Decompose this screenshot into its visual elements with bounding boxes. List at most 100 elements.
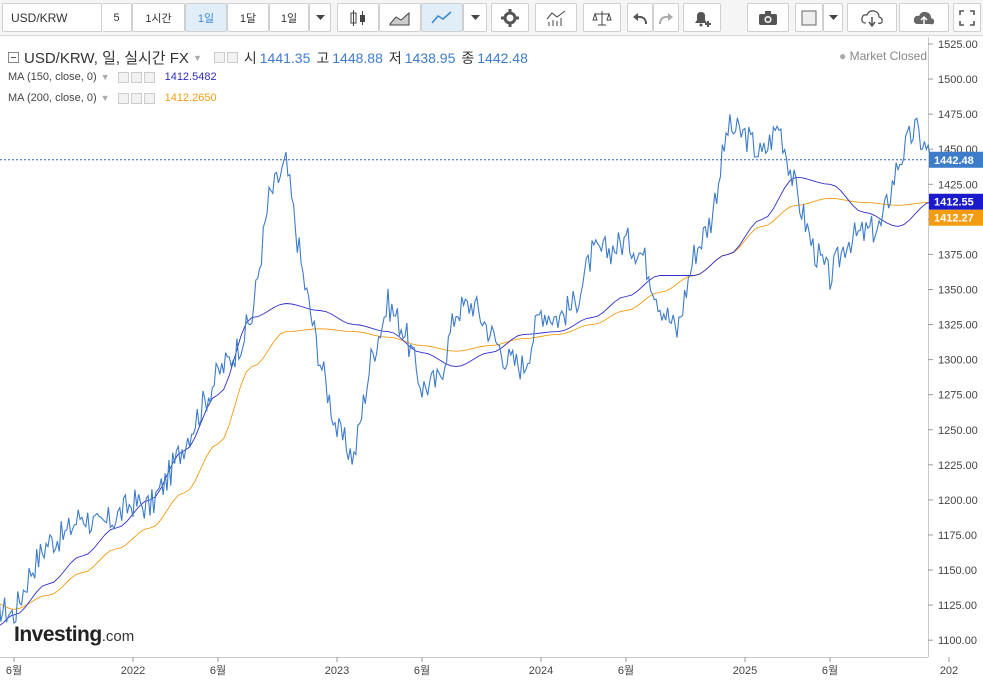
- investing-logo: Investing.com: [14, 623, 134, 647]
- candles-button[interactable]: [337, 3, 379, 32]
- ma150-price-tag: 1412.55: [934, 197, 974, 209]
- interval-dropdown-button[interactable]: [309, 3, 331, 32]
- eye-icon[interactable]: [213, 52, 225, 63]
- alert-button[interactable]: [683, 3, 721, 32]
- eye-icon[interactable]: [117, 92, 129, 104]
- close-icon[interactable]: [143, 71, 155, 83]
- price-chart[interactable]: 1100.00 1125.00 1150.00 1175.00 1200.00 1225.…: [0, 37, 983, 679]
- y-tick-label: 1175.00: [938, 530, 977, 542]
- template-button[interactable]: [795, 3, 823, 32]
- area-chart-icon: [389, 11, 410, 25]
- legend-ma150: MA (150, close, 0) ▼ 1412.5482: [8, 71, 217, 83]
- ma200-price-tag: 1412.27: [934, 213, 974, 225]
- x-tick-label: 6월: [6, 664, 22, 677]
- y-tick-label: 1200.00: [938, 495, 978, 507]
- collapse-icon[interactable]: [8, 52, 19, 63]
- last-price-tag-bg: [929, 151, 983, 168]
- gear-icon[interactable]: [226, 52, 238, 63]
- chevron-down-icon: [470, 14, 480, 20]
- low-value: 1438.95: [404, 49, 456, 66]
- interval-1h[interactable]: 1시간: [132, 3, 185, 32]
- logo-text: Investing: [14, 623, 102, 646]
- legend-title: USD/KRW, 일, 실시간 FX: [24, 50, 189, 67]
- undo-button[interactable]: [627, 3, 653, 32]
- x-tick-label: 2024: [529, 665, 553, 677]
- x-tick-label: 6월: [822, 664, 838, 677]
- interval-5[interactable]: 5: [102, 3, 132, 32]
- interval-label: 1일: [197, 12, 215, 25]
- x-tick-label: 2025: [733, 665, 757, 677]
- high-value: 1448.88: [332, 49, 383, 66]
- close-icon[interactable]: [143, 92, 155, 104]
- compare-button[interactable]: [583, 3, 621, 32]
- ma200-label: MA (200, close, 0): [8, 92, 97, 104]
- cloud-download-icon: [861, 9, 883, 27]
- screenshot-button[interactable]: [747, 3, 789, 32]
- bell-plus-icon: [695, 11, 711, 27]
- last-price-tag: 1442.48: [934, 155, 974, 167]
- y-tick-label: 1250.00: [938, 425, 978, 437]
- open-value: 1441.35: [259, 49, 311, 66]
- square-icon: [801, 10, 817, 25]
- ma200-line: [0, 197, 933, 610]
- candlestick-icon: [350, 9, 365, 26]
- line-chart-button[interactable]: [421, 3, 463, 32]
- market-status: ● Market Closed: [839, 49, 927, 63]
- status-dot-icon: ●: [839, 49, 847, 63]
- x-tick-label: 6월: [618, 664, 634, 677]
- chevron-down-icon: [315, 14, 325, 20]
- symbol-search-field[interactable]: USD/KRW: [2, 3, 102, 32]
- y-tick-label: 1525.00: [938, 39, 978, 51]
- chevron-down-icon[interactable]: ▼: [100, 93, 110, 103]
- y-tick-label: 1500.00: [938, 74, 978, 86]
- close-label: 종: [461, 49, 475, 66]
- fullscreen-button[interactable]: [953, 3, 981, 32]
- scale-icon: [592, 10, 612, 25]
- interval-1d[interactable]: 1일: [185, 3, 227, 32]
- open-label: 시: [243, 49, 257, 66]
- line-chart-icon: [431, 10, 452, 24]
- symbol-text: USD/KRW: [11, 10, 68, 25]
- area-chart-button[interactable]: [379, 3, 421, 32]
- x-tick-label: 2022: [121, 665, 145, 677]
- chart-toolbar: USD/KRW 5 1시간 1일 1달 1일: [0, 0, 983, 36]
- gear-icon: [501, 8, 519, 27]
- legend-main: USD/KRW, 일, 실시간 FX ▼ 시 1441.35 고 1448.88 저…: [8, 47, 528, 68]
- y-tick-label: 1475.00: [938, 109, 978, 121]
- y-tick-label: 1325.00: [938, 320, 978, 332]
- settings-button[interactable]: [491, 3, 529, 32]
- redo-icon: [659, 12, 673, 24]
- logo-suffix: .com: [101, 628, 135, 645]
- interval-1d-alt[interactable]: 1일: [269, 3, 309, 32]
- low-label: 저: [388, 49, 402, 66]
- x-tick-label: 202: [940, 665, 958, 677]
- chart-area[interactable]: 1100.00 1125.00 1150.00 1175.00 1200.00 1225.…: [0, 37, 983, 679]
- cloud-upload-icon: [913, 11, 935, 25]
- x-tick-label: 6월: [414, 664, 430, 677]
- ma150-price-tag-bg: [929, 193, 983, 210]
- indicators-button[interactable]: [535, 3, 577, 32]
- chevron-down-icon: [828, 14, 838, 20]
- redo-button[interactable]: [653, 3, 679, 32]
- load-chart-button[interactable]: [847, 3, 897, 32]
- interval-1mo[interactable]: 1달: [227, 3, 269, 32]
- y-tick-label: 1225.00: [938, 460, 978, 472]
- chevron-down-icon[interactable]: ▼: [100, 72, 110, 82]
- save-chart-button[interactable]: [899, 3, 949, 32]
- chevron-down-icon[interactable]: ▼: [192, 52, 202, 63]
- x-tick-label: 6월: [210, 664, 226, 677]
- fullscreen-icon: [959, 9, 975, 26]
- x-tick-label: 2023: [325, 665, 349, 677]
- high-label: 고: [316, 49, 330, 66]
- interval-label: 1일: [280, 12, 298, 25]
- eye-icon[interactable]: [117, 71, 129, 83]
- y-tick-label: 1150.00: [938, 565, 977, 577]
- gear-icon[interactable]: [130, 71, 142, 83]
- y-tick-label: 1275.00: [938, 390, 978, 402]
- ma200-price-tag-bg: [929, 209, 983, 226]
- template-dropdown[interactable]: [823, 3, 843, 32]
- interval-label: 1시간: [145, 12, 172, 25]
- camera-icon: [759, 10, 777, 25]
- chart-type-dropdown[interactable]: [463, 3, 487, 32]
- gear-icon[interactable]: [130, 92, 142, 104]
